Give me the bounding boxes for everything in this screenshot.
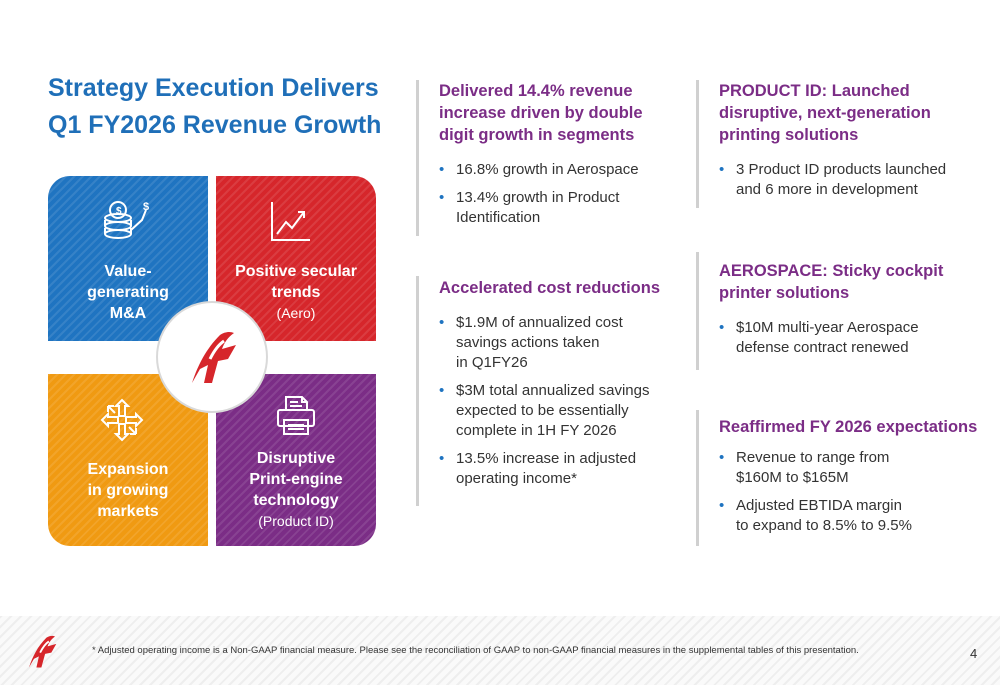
revenue-growth-bullets: 16.8% growth in Aerospace 13.4% growth i… [439, 160, 684, 228]
list-item: 16.8% growth in Aerospace [439, 160, 684, 180]
quadrant-label: Disruptive Print-engine technology (Prod… [249, 450, 343, 529]
printer-icon [277, 396, 315, 435]
revenue-growth-heading: Delivered 14.4% revenue increase driven … [439, 82, 643, 144]
quadrant-label: Value- generating M&A [87, 263, 169, 322]
cost-reductions-heading: Accelerated cost reductions [439, 279, 660, 297]
svg-text:$: $ [143, 201, 149, 213]
footnote: * Adjusted operating income is a Non-GAA… [92, 645, 859, 656]
trend-chart-icon [271, 202, 310, 241]
quadrant-value-generating-ma: $ $ Value- generating M&A [48, 176, 208, 341]
aerospace-heading: AEROSPACE: Sticky cockpit printer soluti… [719, 262, 944, 302]
slide-title: Strategy Execution Delivers Q1 FY2026 Re… [48, 70, 388, 144]
aerospace-block: AEROSPACE: Sticky cockpit printer soluti… [696, 252, 989, 370]
quadrant-label: Positive secular trends (Aero) [235, 263, 357, 321]
fy2026-expectations-heading: Reaffirmed FY 2026 expectations [719, 418, 978, 436]
list-item: 3 Product ID products launched and 6 mor… [719, 160, 989, 200]
product-id-bullets: 3 Product ID products launched and 6 mor… [719, 160, 989, 200]
company-logo-badge [156, 301, 268, 413]
revenue-growth-block: Delivered 14.4% revenue increase driven … [416, 80, 684, 236]
footer-logo-icon [28, 635, 57, 668]
quadrant-label: Expansion in growing markets [87, 461, 169, 520]
cost-reductions-bullets: $1.9M of annualized cost savings actions… [439, 313, 684, 489]
slide-title-line-2: Q1 FY2026 Revenue Growth [48, 111, 382, 139]
list-item: $10M multi-year Aerospace defense contra… [719, 318, 989, 358]
cost-reductions-block: Accelerated cost reductions $1.9M of ann… [416, 276, 684, 506]
svg-text:$: $ [116, 206, 122, 217]
fy2026-expectations-block: Reaffirmed FY 2026 expectations Revenue … [696, 410, 989, 546]
aerospace-bullets: $10M multi-year Aerospace defense contra… [719, 318, 989, 358]
footer-band [0, 616, 1000, 685]
list-item: Adjusted EBTIDA margin to expand to 8.5%… [719, 496, 989, 536]
list-item: 13.4% growth in Product Identification [439, 188, 684, 228]
product-id-block: PRODUCT ID: Launched disruptive, next-ge… [696, 80, 989, 208]
product-id-heading: PRODUCT ID: Launched disruptive, next-ge… [719, 82, 931, 144]
expand-arrows-icon [100, 398, 144, 442]
list-item: $1.9M of annualized cost savings actions… [439, 313, 684, 373]
list-item: 13.5% increase in adjusted operating inc… [439, 449, 684, 489]
list-item: Revenue to range from $160M to $165M [719, 448, 989, 488]
fy2026-expectations-bullets: Revenue to range from $160M to $165M Adj… [719, 448, 989, 536]
slide-title-line-1: Strategy Execution Delivers [48, 74, 379, 102]
money-growth-icon: $ $ [104, 201, 149, 239]
page-number: 4 [970, 646, 978, 661]
list-item: $3M total annualized savings expected to… [439, 381, 684, 441]
company-logo-icon [192, 331, 236, 383]
